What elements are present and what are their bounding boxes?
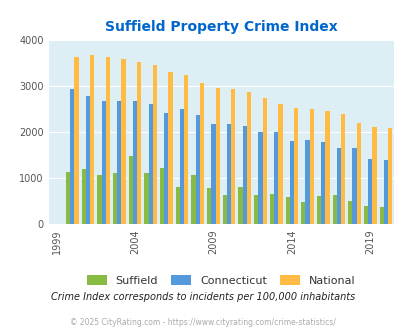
Bar <box>179 109 184 224</box>
Bar <box>152 65 157 224</box>
Bar <box>324 111 329 224</box>
Bar <box>74 57 79 224</box>
Bar <box>184 75 188 224</box>
Bar <box>175 187 179 224</box>
Bar <box>320 142 324 224</box>
Bar <box>105 57 110 224</box>
Bar <box>132 101 137 224</box>
Bar <box>293 109 298 224</box>
Bar <box>258 132 262 224</box>
Bar <box>316 196 320 224</box>
Bar <box>113 173 117 224</box>
Bar <box>226 124 231 224</box>
Bar <box>207 188 211 224</box>
Bar <box>164 113 168 224</box>
Legend: Suffield, Connecticut, National: Suffield, Connecticut, National <box>82 271 360 290</box>
Bar <box>97 176 101 224</box>
Bar <box>137 62 141 224</box>
Bar <box>262 98 266 224</box>
Bar <box>305 140 309 224</box>
Bar <box>121 58 126 224</box>
Bar <box>289 141 293 224</box>
Bar <box>211 124 215 224</box>
Text: Crime Index corresponds to incidents per 100,000 inhabitants: Crime Index corresponds to incidents per… <box>51 292 354 302</box>
Bar <box>336 148 340 224</box>
Bar <box>246 92 251 224</box>
Bar <box>285 197 289 224</box>
Bar <box>379 207 383 224</box>
Bar <box>231 89 235 224</box>
Bar <box>160 168 164 224</box>
Bar <box>66 172 70 224</box>
Bar <box>238 187 242 224</box>
Bar <box>356 123 360 224</box>
Bar <box>347 201 352 224</box>
Bar <box>90 55 94 224</box>
Bar <box>117 101 121 224</box>
Bar <box>340 114 344 224</box>
Title: Suffield Property Crime Index: Suffield Property Crime Index <box>104 20 337 34</box>
Bar <box>81 169 85 224</box>
Text: © 2025 CityRating.com - https://www.cityrating.com/crime-statistics/: © 2025 CityRating.com - https://www.city… <box>70 318 335 327</box>
Bar <box>383 160 387 224</box>
Bar <box>269 194 273 224</box>
Bar <box>101 101 105 224</box>
Bar <box>332 195 336 224</box>
Bar <box>242 125 246 224</box>
Bar <box>195 115 199 224</box>
Bar <box>367 159 371 224</box>
Bar <box>191 176 195 224</box>
Bar <box>144 173 148 224</box>
Bar <box>387 128 391 224</box>
Bar <box>301 203 305 224</box>
Bar <box>85 96 90 224</box>
Bar <box>309 109 313 224</box>
Bar <box>148 104 152 224</box>
Bar <box>352 148 356 224</box>
Bar <box>277 104 282 224</box>
Bar <box>273 132 277 224</box>
Bar <box>70 89 74 224</box>
Bar <box>363 206 367 224</box>
Bar <box>168 72 172 224</box>
Bar <box>254 195 258 224</box>
Bar <box>128 155 132 224</box>
Bar <box>222 195 226 224</box>
Bar <box>199 83 204 224</box>
Bar <box>215 88 219 224</box>
Bar <box>371 127 376 224</box>
